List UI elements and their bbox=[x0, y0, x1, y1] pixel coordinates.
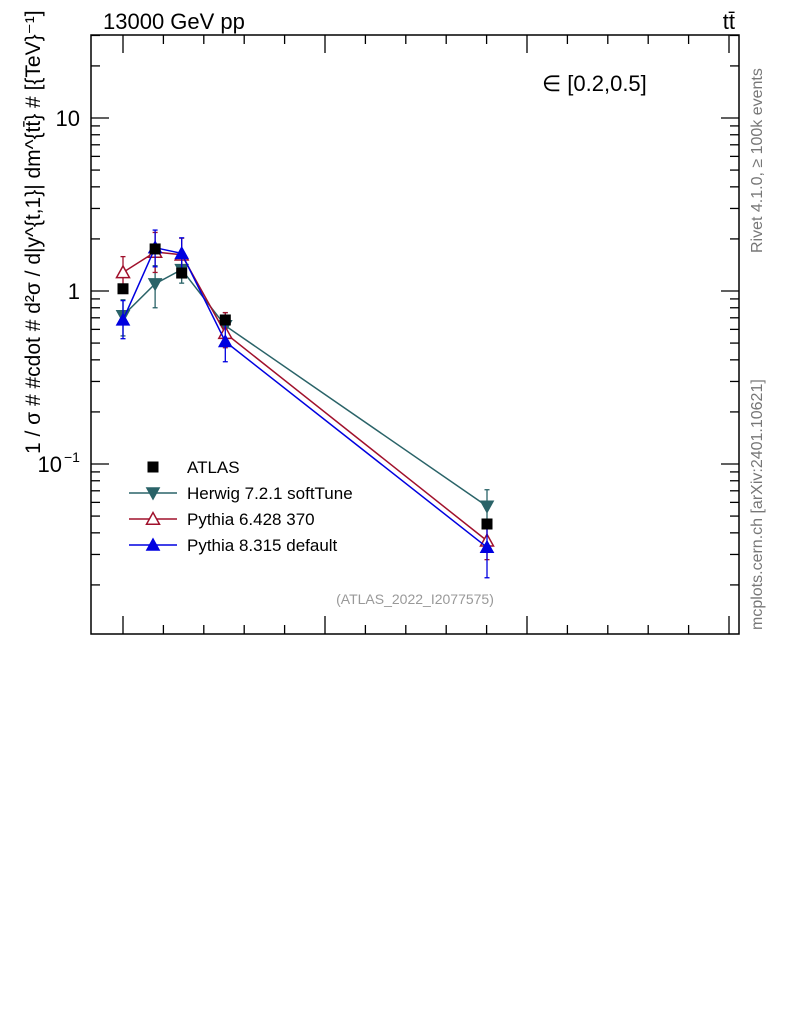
legend-label: Herwig 7.2.1 softTune bbox=[187, 484, 353, 503]
legend-marker bbox=[145, 537, 161, 551]
legend-label: Pythia 8.315 default bbox=[187, 536, 338, 555]
legend-marker bbox=[147, 461, 159, 473]
y-tick-label: 10 bbox=[38, 452, 62, 477]
series-atlas bbox=[117, 243, 493, 530]
data-point bbox=[479, 500, 495, 514]
data-point bbox=[481, 518, 493, 530]
analysis-watermark: (ATLAS_2022_I2077575) bbox=[336, 591, 494, 607]
series-herwig-7-2-1-softtune bbox=[115, 257, 495, 522]
data-point bbox=[174, 245, 190, 260]
legend-entry: ATLAS bbox=[147, 458, 240, 477]
legend-entry: Herwig 7.2.1 softTune bbox=[129, 484, 353, 503]
energy-label: 13000 GeV pp bbox=[103, 9, 245, 34]
y-tick-label: 10 bbox=[56, 106, 80, 131]
y-tick-label: 1 bbox=[68, 279, 80, 304]
cut-label: ∈ [0.2,0.5] bbox=[542, 71, 647, 96]
legend-label: Pythia 6.428 370 bbox=[187, 510, 315, 529]
data-point bbox=[149, 243, 161, 255]
legend: ATLAS Herwig 7.2.1 softTune Pythia 6.428 3… bbox=[129, 458, 353, 555]
data-point bbox=[117, 283, 129, 295]
data-point bbox=[115, 264, 131, 279]
legend-entry: Pythia 8.315 default bbox=[129, 536, 338, 555]
rivet-version-label: Rivet 4.1.0, ≥ 100k events bbox=[749, 68, 766, 253]
legend-marker bbox=[145, 487, 161, 501]
plot-frame bbox=[90, 34, 740, 635]
legend-label: ATLAS bbox=[187, 458, 240, 477]
data-point bbox=[217, 334, 233, 348]
series-line bbox=[122, 268, 488, 507]
data-point bbox=[219, 314, 231, 326]
data-point bbox=[115, 312, 131, 326]
legend-entry: Pythia 6.428 370 bbox=[129, 510, 315, 529]
data-point bbox=[479, 539, 495, 553]
y-tick-label-exponent: −1 bbox=[64, 449, 80, 465]
y-axis-label: 1 / σ # #cdot # d²σ / d|y^{t,1}| dm^{tt̄… bbox=[22, 10, 45, 454]
data-point bbox=[147, 278, 163, 292]
series-group bbox=[115, 229, 495, 579]
process-label: tt̄ bbox=[723, 9, 735, 34]
legend-marker bbox=[145, 510, 161, 525]
mcplots-source-label: mcplots.cern.ch [arXiv:2401.10621] bbox=[749, 379, 766, 630]
data-point bbox=[176, 267, 188, 279]
